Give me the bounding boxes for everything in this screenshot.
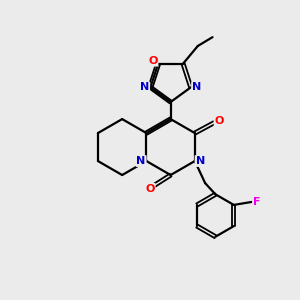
Text: F: F [253,197,260,207]
Text: N: N [196,156,205,166]
Text: O: O [214,116,224,126]
Text: N: N [140,82,149,92]
Text: O: O [148,56,158,66]
Text: N: N [136,156,146,166]
Text: N: N [192,82,201,92]
Text: O: O [145,184,155,194]
